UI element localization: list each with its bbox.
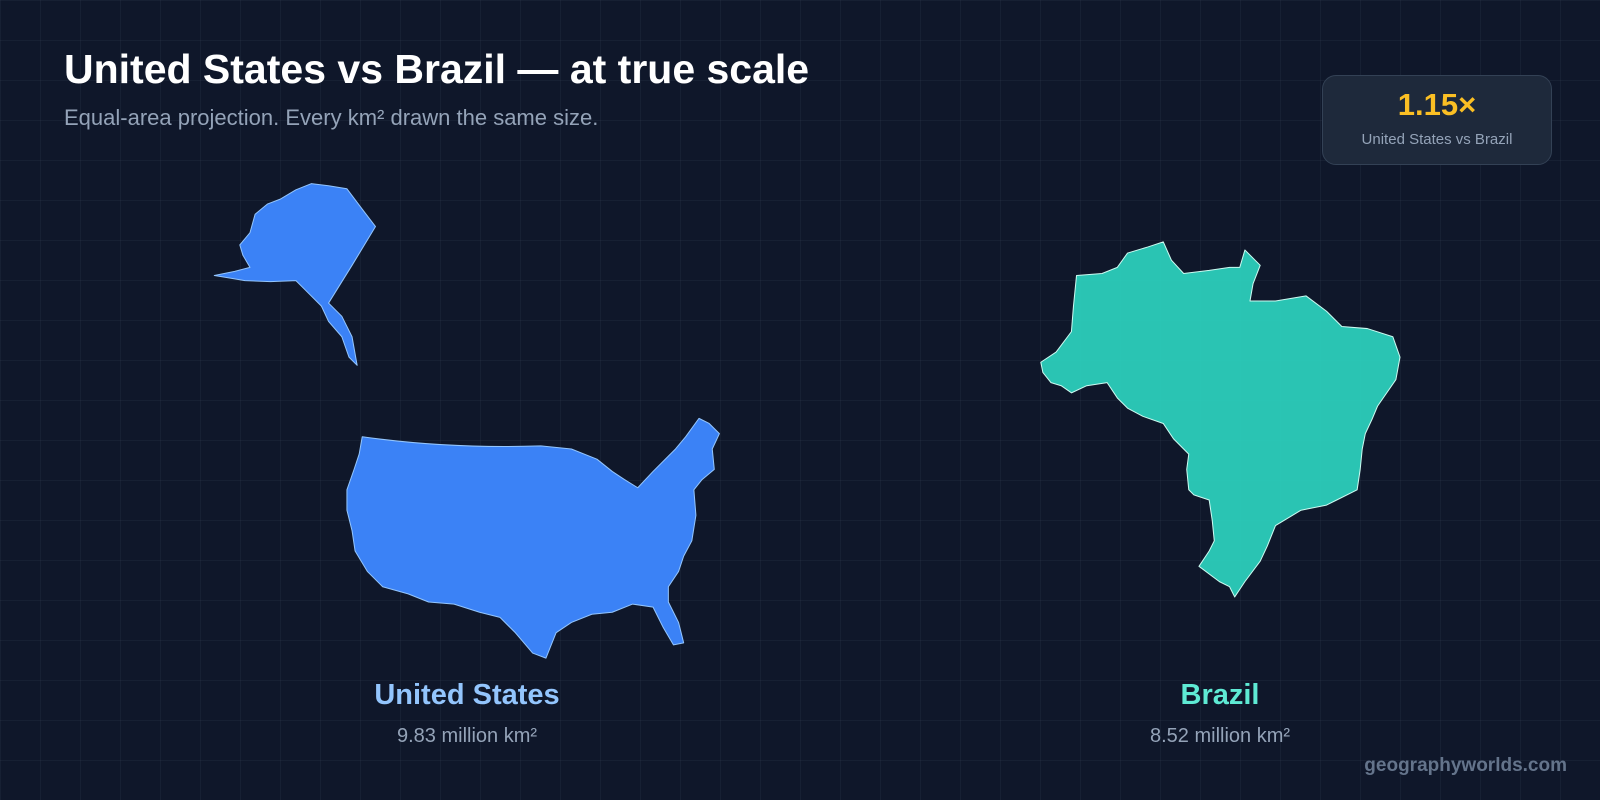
ratio-label: United States vs Brazil bbox=[1361, 131, 1513, 148]
usa-shape bbox=[346, 417, 720, 659]
ratio-badge: 1.15× United States vs Brazil bbox=[1322, 75, 1552, 165]
country-area: 9.83 million km² bbox=[396, 725, 538, 747]
country-area: 8.52 million km² bbox=[1149, 725, 1291, 747]
title: United States vs Brazil — at true scale bbox=[64, 46, 810, 92]
alaska-shape bbox=[213, 183, 377, 366]
country-name: Brazil bbox=[1180, 679, 1260, 711]
ratio-value: 1.15× bbox=[1397, 87, 1477, 122]
subtitle: Equal-area projection. Every km² drawn t… bbox=[64, 105, 599, 130]
brand: geographyworlds.com bbox=[1364, 755, 1567, 776]
country-name: United States bbox=[374, 679, 560, 711]
brazil-shape bbox=[1040, 241, 1401, 598]
